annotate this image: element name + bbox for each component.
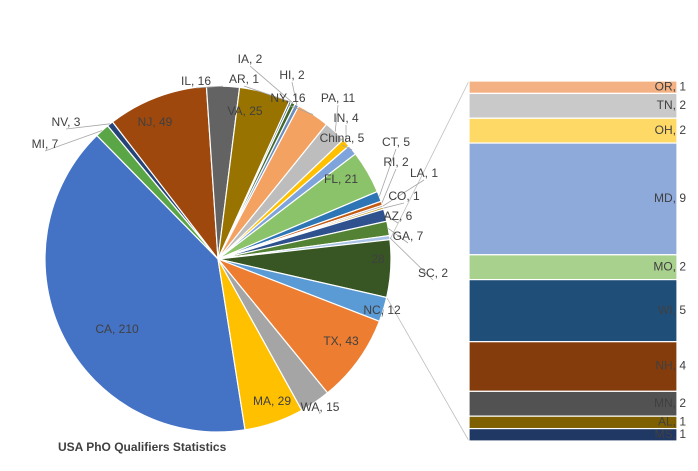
pie-label-china: China, 5 — [320, 131, 365, 145]
breakdown-bar-labels: OR, 1 TN, 2 OH, 2 MD, 9 MO, 2 WI, 5 NH, 4 MN, 2… — [653, 79, 686, 441]
pie-label-ia: IA, 2 — [238, 52, 263, 66]
leader-line-ga — [388, 228, 409, 244]
pie-label-other: 28 — [371, 252, 385, 266]
pie-label-ca: CA, 210 — [95, 322, 139, 336]
leader-line-ar — [243, 85, 291, 103]
leader-line-pa — [334, 104, 339, 132]
leader-line-il — [195, 85, 224, 89]
pie-slice-tx — [216, 257, 381, 394]
leader-line-hi — [291, 81, 298, 106]
pie-label-co: CO, 1 — [388, 189, 420, 203]
pie-label-ct: CT, 5 — [382, 135, 410, 149]
pie-label-ny: NY, 16 — [270, 91, 305, 105]
pie-label-nc: NC, 12 — [363, 303, 401, 317]
bar-segment-nh — [468, 341, 678, 392]
pie-label-in: IN, 4 — [333, 111, 359, 125]
bar-label-ms: MS, 1 — [655, 427, 687, 441]
leader-line-china — [341, 144, 353, 151]
leader-line-nv — [65, 123, 111, 130]
leader-line-la — [382, 179, 425, 207]
leader-line-sc — [389, 237, 434, 281]
pie — [44, 85, 392, 433]
connector-lines — [386, 80, 470, 442]
bar-label-wi: WI, 5 — [658, 303, 686, 317]
bar-label-or: OR, 1 — [655, 79, 687, 93]
leader-line-az — [385, 214, 399, 224]
pie-label-tx: TX, 43 — [323, 334, 359, 348]
bar-segment-oh — [468, 117, 678, 144]
pie-slice-ca — [44, 134, 246, 433]
pie-label-sc: SC, 2 — [418, 266, 448, 280]
pie-slice-nj — [111, 85, 219, 261]
pie-label-ga: GA, 7 — [393, 229, 424, 243]
bar-segment-or — [468, 80, 678, 95]
leader-line-mi — [44, 130, 103, 152]
pie-label-hi: HI, 2 — [279, 68, 305, 82]
connector-top — [389, 80, 470, 240]
pie-label-pa: PA, 11 — [321, 91, 356, 105]
pie-labels: CA, 210 MI, 7 NV, 3 NJ, 49 IL, 16 VA, 25 AR, 1… — [32, 52, 449, 414]
pie-label-az: AZ, 6 — [384, 209, 413, 223]
bar-label-tn: TN, 2 — [657, 98, 687, 112]
leader-line-wa — [314, 402, 321, 415]
pie-label-il: IL, 16 — [181, 74, 211, 88]
pie-label-mi: MI, 7 — [32, 137, 59, 151]
pie-label-ma: MA, 29 — [253, 394, 291, 408]
bar-label-nh: NH, 4 — [655, 359, 686, 373]
leader-line-ia — [249, 65, 294, 104]
bar-segment-ms — [468, 427, 678, 442]
bar-segment-mn — [468, 390, 678, 417]
pie-label-ri: RI, 2 — [383, 155, 409, 169]
pie-label-wa: WA, 15 — [301, 400, 340, 414]
connector-bottom — [386, 297, 470, 442]
pie-label-fl: FL, 21 — [324, 172, 358, 186]
bar-segment-tn — [468, 92, 678, 119]
leader-line-nc — [381, 309, 384, 318]
leader-line-co — [383, 202, 405, 209]
leader-line-ny — [287, 104, 314, 115]
bar-segment-wi — [468, 279, 678, 343]
bar-segment-md — [468, 142, 678, 256]
bar-label-mo: MO, 2 — [653, 259, 686, 273]
bar-label-mn: MN, 2 — [654, 396, 686, 410]
pie-label-ar: AR, 1 — [229, 72, 259, 86]
bar-segment-al — [468, 415, 678, 430]
bar-label-md: MD, 9 — [654, 191, 686, 205]
bar-label-al: AL, 1 — [658, 415, 686, 429]
pie-label-nj: NJ, 49 — [138, 115, 173, 129]
chart-title: USA PhO Qualifiers Statistics — [58, 440, 227, 454]
breakdown-bar — [468, 80, 678, 442]
pie-label-va: VA, 25 — [227, 104, 262, 118]
bar-segment-mo — [468, 254, 678, 281]
pie-slice-ma — [217, 258, 303, 431]
pie-label-nv: NV, 3 — [52, 115, 81, 129]
leader-line-ct — [378, 148, 397, 197]
leader-line-ri — [381, 168, 397, 204]
pie-label-la: LA, 1 — [410, 166, 438, 180]
bar-label-oh: OH, 2 — [655, 123, 687, 137]
